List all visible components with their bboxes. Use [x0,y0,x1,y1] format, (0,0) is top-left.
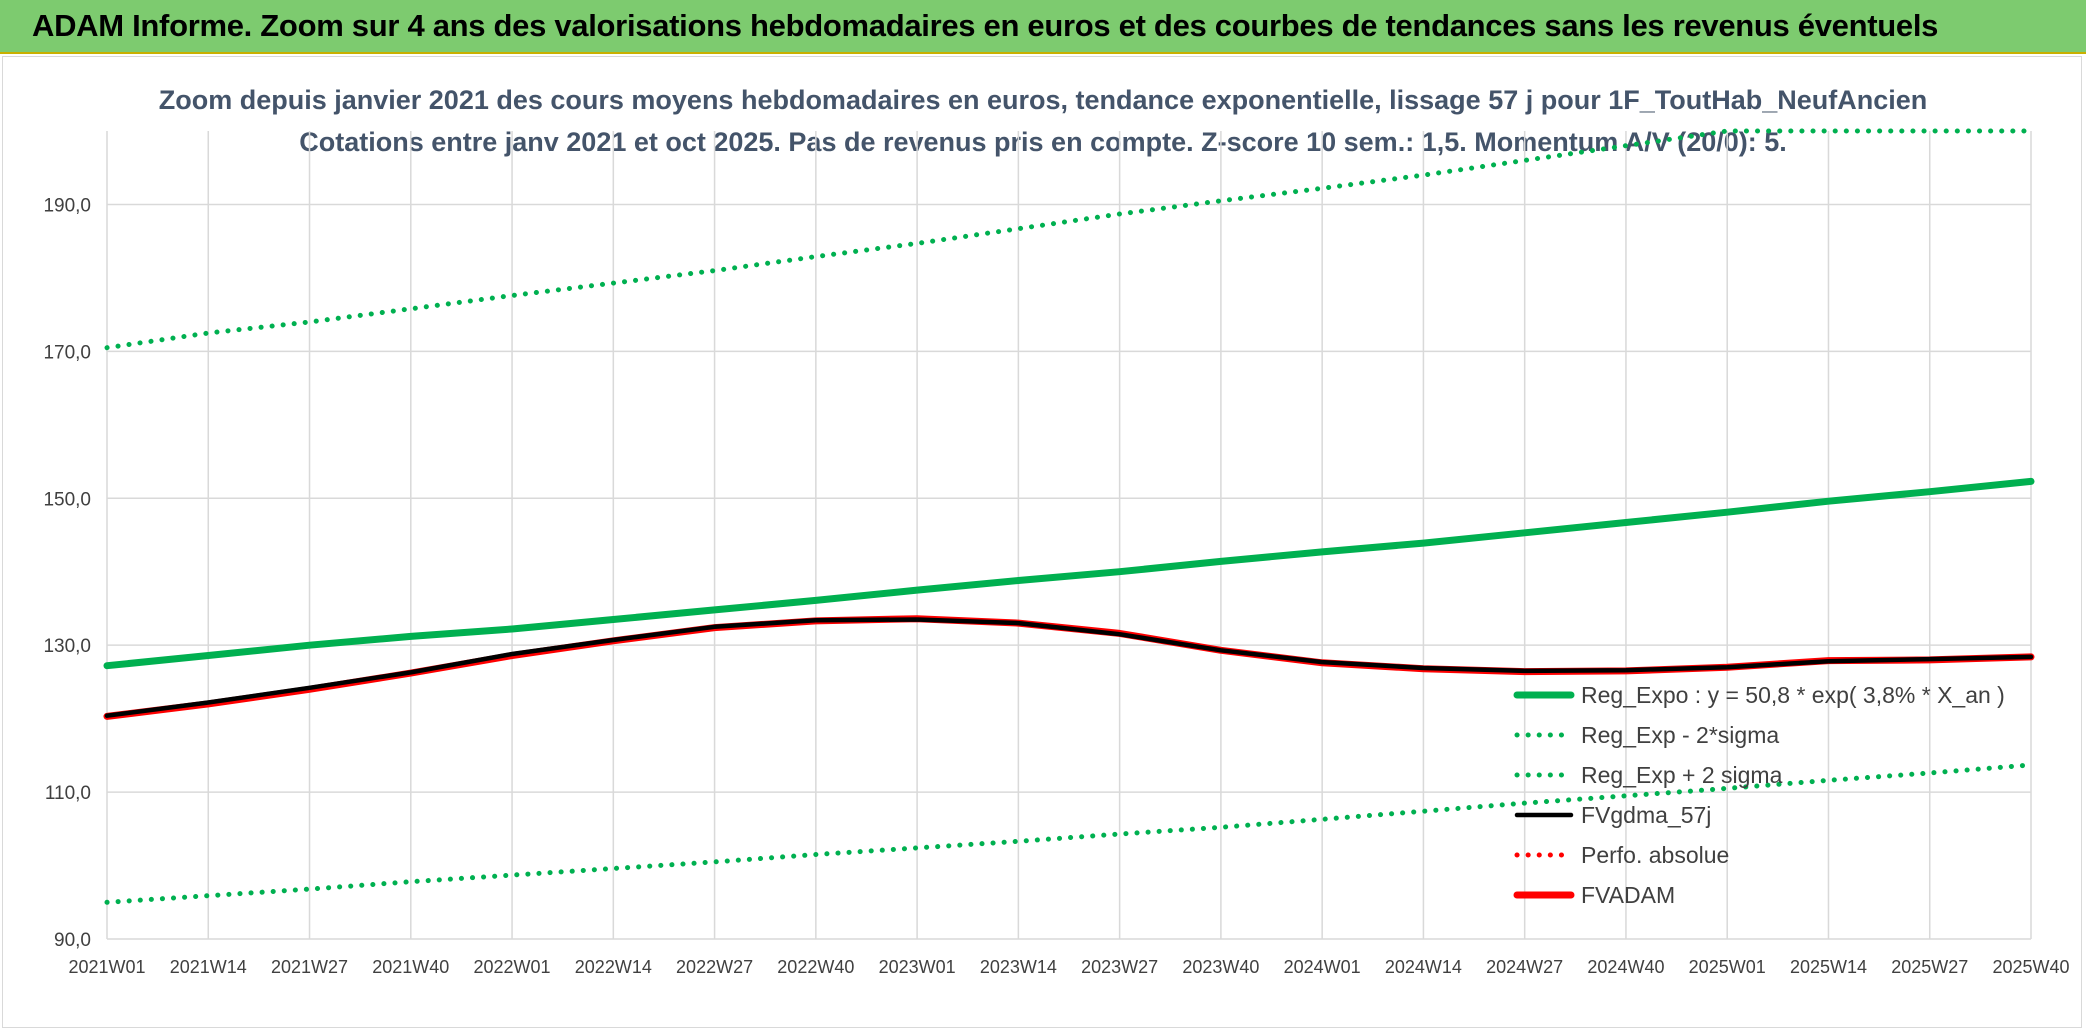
legend-label: FVgdma_57j [1581,802,1711,828]
x-tick-label: 2022W40 [777,957,854,977]
x-tick-label: 2021W27 [271,957,348,977]
report-title: ADAM Informe. Zoom sur 4 ans des valoris… [32,8,1939,43]
x-tick-label: 2022W27 [676,957,753,977]
x-tick-label: 2025W40 [1992,957,2069,977]
x-tick-label: 2025W01 [1689,957,1766,977]
grid-lines [106,131,2032,940]
series-line-1 [104,762,2034,905]
chart-title-line2: Cotations entre janv 2021 et oct 2025. P… [299,127,1787,157]
x-tick-label: 2024W01 [1284,957,1361,977]
y-axis: 90,0 110,0 130,0 150,0 170,0 190,0 [43,195,91,951]
x-tick-label: 2023W27 [1081,957,1158,977]
chart-area: Zoom depuis janvier 2021 des cours moyen… [2,56,2082,1028]
y-tick-label: 90,0 [54,930,91,951]
x-tick-label: 2023W01 [879,957,956,977]
legend-label: Perfo. absolue [1581,842,1729,868]
legend-label: FVADAM [1581,882,1675,908]
legend: Reg_Expo : y = 50,8 * exp( 3,8% * X_an )… [1513,682,2005,908]
x-tick-label: 2021W01 [68,957,145,977]
series-line-3 [104,617,2034,718]
y-tick-label: 130,0 [43,636,91,657]
y-tick-label: 170,0 [43,342,91,363]
x-tick-label: 2023W40 [1182,957,1259,977]
series-line-2 [104,128,2034,351]
y-tick-label: 110,0 [45,783,91,804]
data-series [103,128,2035,905]
x-tick-label: 2021W14 [170,957,247,977]
x-tick-label: 2024W27 [1486,957,1563,977]
x-axis: 2021W01 2021W14 2021W27 2021W40 2022W01 2022W… [68,957,2069,977]
y-tick-label: 190,0 [43,195,91,216]
legend-label: Reg_Exp - 2*sigma [1581,722,1779,748]
x-tick-label: 2021W40 [372,957,449,977]
y-tick-label: 150,0 [43,489,91,510]
series-line-0 [103,477,2035,670]
line-chart: Zoom depuis janvier 2021 des cours moyen… [43,85,2069,977]
x-tick-label: 2025W27 [1891,957,1968,977]
x-tick-label: 2022W01 [474,957,551,977]
x-tick-label: 2024W14 [1385,957,1462,977]
chart-title-line1: Zoom depuis janvier 2021 des cours moyen… [159,85,1928,115]
report-banner: ADAM Informe. Zoom sur 4 ans des valoris… [0,0,2086,54]
x-tick-label: 2022W14 [575,957,652,977]
legend-label: Reg_Expo : y = 50,8 * exp( 3,8% * X_an ) [1581,682,2005,708]
x-tick-label: 2024W40 [1587,957,1664,977]
x-tick-label: 2025W14 [1790,957,1867,977]
x-tick-label: 2023W14 [980,957,1057,977]
legend-label: Reg_Exp + 2 sigma [1581,762,1783,788]
